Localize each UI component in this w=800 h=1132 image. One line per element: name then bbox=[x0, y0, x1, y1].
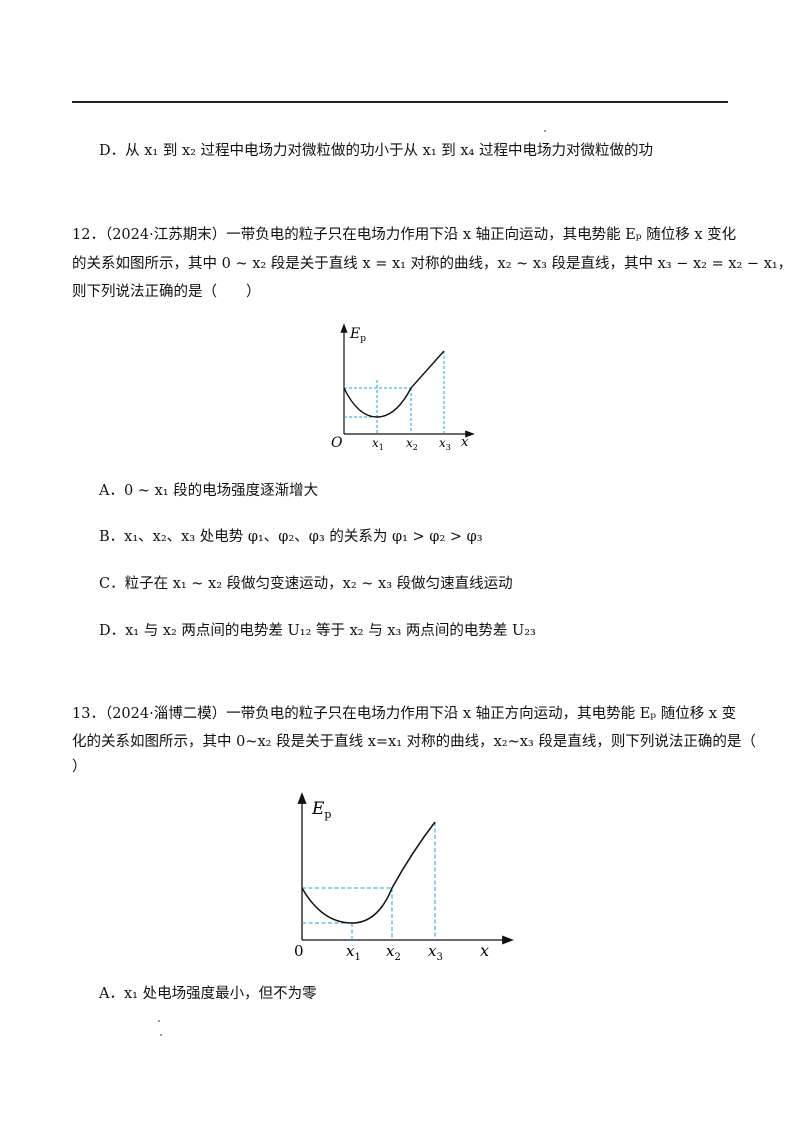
q13-option-a: A．x₁ 处电场强度最小，但不为零 bbox=[99, 986, 317, 1002]
q12-option-b: B．x₁、x₂、x₃ 处电势 φ₁、φ₂、φ₃ 的关系为 φ₁ > φ₂ > φ… bbox=[99, 529, 483, 545]
q13-ep-label: Ep bbox=[311, 799, 331, 821]
q12-stem-line1: 12．（2024·江苏期末）一带负电的粒子只在电场力作用下沿 x 轴正向运动，其… bbox=[72, 227, 737, 243]
q12-ep-label: Ep bbox=[349, 326, 366, 344]
q13-tick-x2: x2 bbox=[386, 942, 401, 963]
q12-stem-line2: 的关系如图所示，其中 0 ~ x₂ 段是关于直线 x = x₁ 对称的曲线，x₂… bbox=[72, 256, 793, 272]
q12-ep-curve bbox=[343, 350, 445, 418]
scan-speck bbox=[160, 1034, 162, 1036]
q12-option-a: A．0 ~ x₁ 段的电场强度逐渐增大 bbox=[99, 483, 319, 499]
q13-x-axis-label: x bbox=[480, 941, 489, 960]
q13-stem-line2: 化的关系如图所示，其中 0~x₂ 段是关于直线 x=x₁ 对称的曲线，x₂~x₃… bbox=[72, 734, 756, 750]
q12-origin-label: O bbox=[331, 435, 343, 451]
q12-tick-x3: x3 bbox=[439, 436, 451, 452]
q12-dashed-guides bbox=[344, 351, 445, 434]
q13-tick-x1: x1 bbox=[346, 942, 361, 963]
q13-stem-line3: ） bbox=[72, 759, 87, 775]
q12-tick-x1: x1 bbox=[372, 436, 384, 452]
q13-dashed-guides bbox=[302, 822, 436, 940]
q13-tick-x3: x3 bbox=[428, 942, 443, 963]
q13-ep-curve bbox=[301, 821, 436, 924]
q12-option-d: D．x₁ 与 x₂ 两点间的电势差 U₁₂ 等于 x₂ 与 x₃ 两点间的电势差… bbox=[99, 623, 536, 639]
q12-tick-x2: x2 bbox=[406, 436, 418, 452]
scan-speck bbox=[544, 130, 546, 132]
scan-speck bbox=[158, 1020, 160, 1022]
q13-ep-graph: Ep 0 x x1 x2 x3 bbox=[294, 792, 514, 963]
q13-origin-label: 0 bbox=[294, 942, 304, 960]
q12-option-c: C．粒子在 x₁ ~ x₂ 段做匀变速运动，x₂ ~ x₃ 段做匀速直线运动 bbox=[99, 576, 513, 592]
q13-stem-line1: 13．（2024·淄博二模）一带负电的粒子只在电场力作用下沿 x 轴正方向运动，… bbox=[72, 706, 737, 722]
q12-ep-graph: Ep O x x1 x2 x3 bbox=[331, 323, 475, 452]
q12-x-axis-label: x bbox=[461, 435, 469, 450]
q11-option-d: D．从 x₁ 到 x₂ 过程中电场力对微粒做的功小于从 x₁ 到 x₄ 过程中电… bbox=[99, 143, 653, 159]
header-rule bbox=[72, 101, 728, 103]
q12-stem-line3: 则下列说法正确的是（ ） bbox=[72, 284, 261, 300]
